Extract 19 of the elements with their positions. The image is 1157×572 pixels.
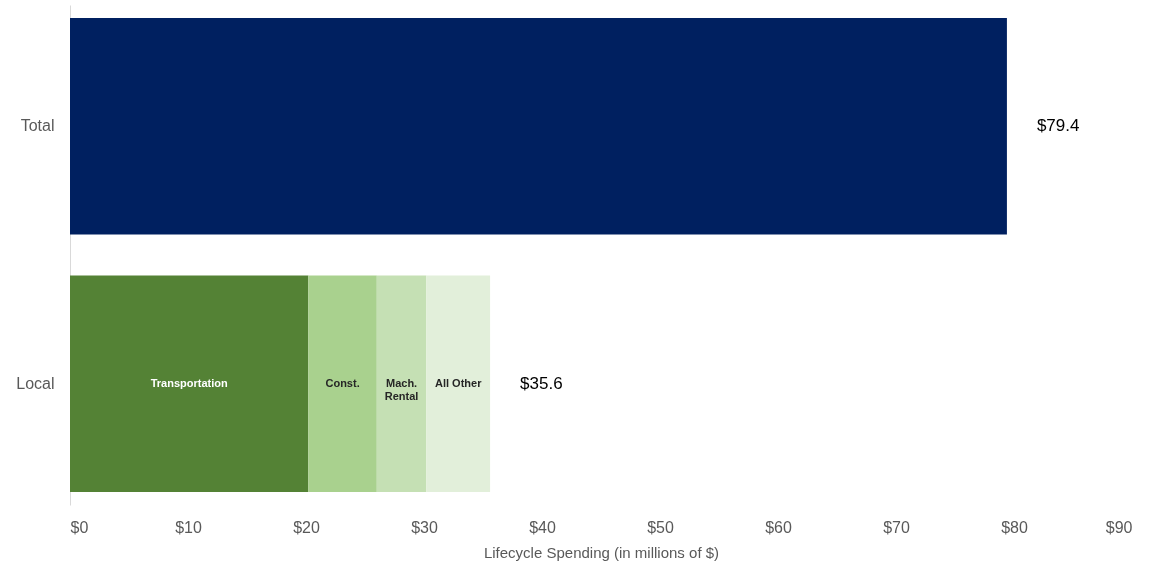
series-label: Mach. Rental	[384, 376, 419, 402]
x-axis-title: Lifecycle Spending (in millions of $)	[483, 543, 720, 561]
x-tick-label: $70	[883, 518, 910, 536]
x-tick-label: $40	[529, 518, 556, 536]
total-label: $79.4	[1036, 116, 1080, 136]
x-tick-label: $10	[175, 518, 202, 536]
x-tick-label: $0	[70, 518, 89, 536]
series-label: Const.	[325, 376, 360, 389]
x-tick-label: $30	[411, 518, 438, 536]
y-tick-label: Total	[20, 117, 55, 135]
x-tick-label: $90	[1105, 518, 1133, 536]
x-tick-label: $60	[765, 518, 792, 536]
series-label: All Other	[434, 376, 483, 389]
x-tick-label: $80	[1001, 518, 1028, 536]
y-tick-label: Local	[16, 374, 55, 392]
series-label: Transportation	[150, 376, 228, 389]
total-label: $35.6	[520, 373, 563, 393]
x-tick-label: $20	[293, 518, 320, 536]
x-tick-label: $50	[647, 518, 674, 536]
